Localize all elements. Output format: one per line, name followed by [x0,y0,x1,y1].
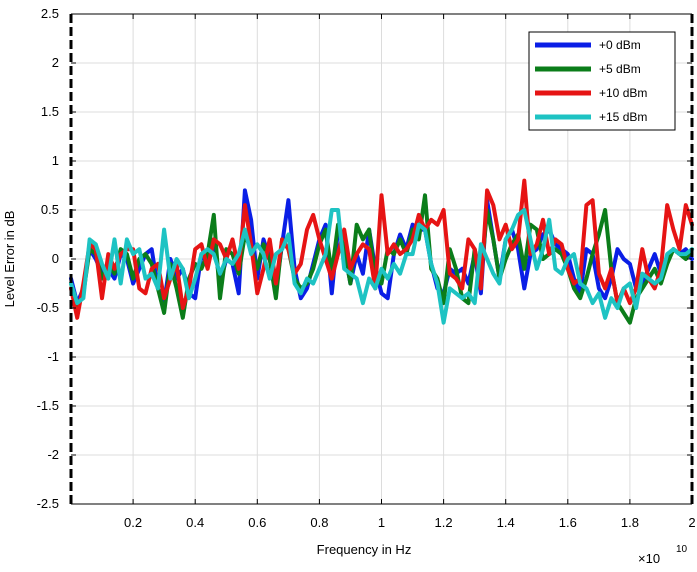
x-tick-label: 1.2 [435,515,453,530]
x-tick-label: 2 [688,515,695,530]
legend-label-2: +5 dBm [599,62,641,76]
x-tick-label: 1.4 [497,515,515,530]
legend: +0 dBm +5 dBm +10 dBm +15 dBm [528,31,676,131]
x-tick-label: 0.8 [310,515,328,530]
y-tick-label: 2.5 [41,6,59,21]
series-lines [69,178,694,325]
axis-ticks [71,13,693,505]
x-tick-label: 1 [378,515,385,530]
y-tick-label: -2 [47,447,59,462]
y-tick-label: -1.5 [37,398,59,413]
x-tick-label: 0.6 [248,515,266,530]
x-exponent-power: 10 [676,544,688,555]
x-tick-label: 0.4 [186,515,204,530]
y-tick-label: 0.5 [41,202,59,217]
x-exponent-base: ×10 [638,551,660,566]
y-tick-label: 2 [52,55,59,70]
tick-labels: 0.2 0.4 0.6 0.8 1 1.2 1.4 1.6 1.8 2 -2.5 -2 -1.5 -1 -0… [37,6,696,530]
y-tick-label: -2.5 [37,496,59,511]
x-axis-title: Frequency in Hz [317,542,412,557]
x-tick-label: 0.2 [124,515,142,530]
x-tick-label: 1.8 [621,515,639,530]
y-tick-label: -1 [47,349,59,364]
y-tick-label: 1.5 [41,104,59,119]
legend-label-3: +10 dBm [599,86,647,100]
series-line-4 [69,208,694,325]
y-tick-label: 0 [52,251,59,266]
legend-box [528,31,676,131]
series-line-2 [69,193,694,325]
y-tick-label: 1 [52,153,59,168]
legend-label-1: +0 dBm [599,38,641,52]
y-tick-label: -0.5 [37,300,59,315]
legend-label-4: +15 dBm [599,110,647,124]
y-axis-title: Level Error in dB [2,211,17,308]
x-tick-label: 1.6 [559,515,577,530]
